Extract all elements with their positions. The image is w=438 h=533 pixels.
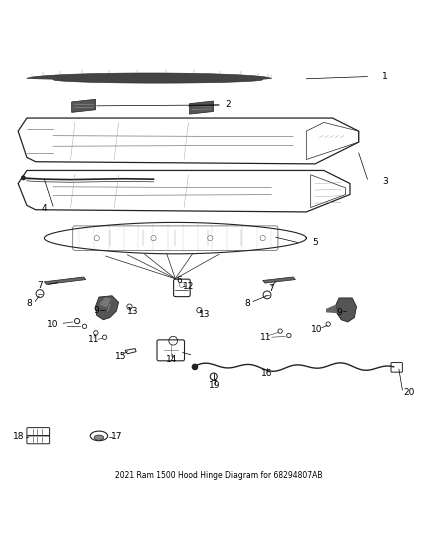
Text: 17: 17 bbox=[111, 432, 122, 441]
Text: 14: 14 bbox=[166, 354, 177, 364]
Text: 11: 11 bbox=[88, 335, 99, 344]
Text: 8: 8 bbox=[244, 299, 250, 308]
Text: 13: 13 bbox=[199, 310, 211, 319]
Text: 18: 18 bbox=[13, 432, 25, 441]
Polygon shape bbox=[263, 277, 295, 283]
Text: 4: 4 bbox=[42, 204, 47, 213]
Text: 6: 6 bbox=[177, 276, 183, 285]
Text: 10: 10 bbox=[46, 320, 58, 329]
Polygon shape bbox=[336, 298, 357, 322]
Text: 10: 10 bbox=[311, 325, 322, 334]
Polygon shape bbox=[326, 304, 337, 313]
Polygon shape bbox=[72, 99, 95, 112]
Circle shape bbox=[21, 176, 25, 180]
Text: 1: 1 bbox=[382, 72, 388, 81]
Polygon shape bbox=[44, 277, 86, 285]
Text: 19: 19 bbox=[209, 381, 220, 390]
Text: 15: 15 bbox=[115, 352, 127, 361]
Text: 2021 Ram 1500 Hood Hinge Diagram for 68294807AB: 2021 Ram 1500 Hood Hinge Diagram for 682… bbox=[115, 471, 323, 480]
Circle shape bbox=[192, 364, 198, 369]
Polygon shape bbox=[190, 101, 214, 114]
Text: 3: 3 bbox=[382, 177, 388, 186]
Polygon shape bbox=[99, 297, 111, 308]
Text: 5: 5 bbox=[312, 238, 318, 247]
Text: 20: 20 bbox=[403, 387, 415, 397]
Polygon shape bbox=[95, 296, 119, 320]
Text: 7: 7 bbox=[268, 284, 274, 293]
Text: 11: 11 bbox=[261, 333, 272, 342]
Text: 9: 9 bbox=[336, 308, 342, 317]
Text: 2: 2 bbox=[225, 100, 230, 109]
Text: 8: 8 bbox=[26, 299, 32, 308]
Text: 7: 7 bbox=[37, 281, 43, 290]
Text: 12: 12 bbox=[183, 281, 194, 290]
Text: 13: 13 bbox=[127, 307, 139, 316]
Polygon shape bbox=[27, 73, 272, 83]
Ellipse shape bbox=[94, 435, 104, 440]
Text: 9: 9 bbox=[93, 305, 99, 314]
Text: 16: 16 bbox=[261, 369, 273, 378]
